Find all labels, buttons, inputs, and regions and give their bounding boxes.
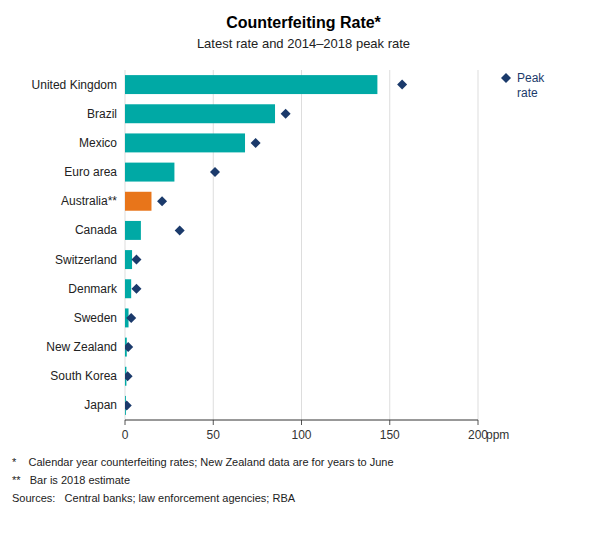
bar xyxy=(125,192,151,211)
legend: Peakrate xyxy=(501,71,545,100)
tick-label: Japan xyxy=(84,398,117,412)
bar xyxy=(125,75,377,94)
footnote: * Calendar year counterfeiting rates; Ne… xyxy=(12,456,394,468)
tick-label: Denmark xyxy=(68,282,118,296)
peak-marker xyxy=(210,167,220,177)
bar xyxy=(125,250,132,269)
peak-marker xyxy=(281,109,291,119)
y-axis: United Kingdom Brazil Mexico Euro area Austr… xyxy=(32,78,118,413)
peak-marker xyxy=(131,255,141,265)
tick-label: New Zealand xyxy=(46,340,117,354)
bar xyxy=(125,279,131,298)
peak-marker xyxy=(131,284,141,294)
tick-label: Mexico xyxy=(79,136,117,150)
grid-line xyxy=(389,70,390,420)
title: Counterfeiting Rate* xyxy=(226,14,381,31)
x-axis-line xyxy=(125,420,478,421)
tick-mark xyxy=(213,420,214,425)
tick-label: South Korea xyxy=(50,369,117,383)
tick-label: Euro area xyxy=(64,165,117,179)
peak-marker xyxy=(175,225,185,235)
tick-label: Canada xyxy=(75,223,117,237)
x-axis: 050100150200 xyxy=(122,70,489,442)
tick-label: 50 xyxy=(207,428,221,442)
tick-label: 0 xyxy=(122,428,129,442)
bar xyxy=(125,163,174,182)
peak-marker xyxy=(125,400,132,410)
tick-label: Australia** xyxy=(61,194,117,208)
tick-mark xyxy=(389,420,390,425)
tick-label: Brazil xyxy=(87,107,117,121)
footnote: ** Bar is 2018 estimate xyxy=(12,474,130,486)
legend-line: Peak xyxy=(517,71,545,85)
tick-label: United Kingdom xyxy=(32,78,117,92)
peak-marker xyxy=(251,138,261,148)
peak-marker xyxy=(126,313,136,323)
tick-mark xyxy=(478,420,479,425)
plot-area xyxy=(125,75,407,415)
bar xyxy=(125,104,275,123)
chart: Counterfeiting Rate* Latest rate and 2014… xyxy=(0,0,607,537)
subtitle: Latest rate and 2014–2018 peak rate xyxy=(197,36,410,51)
peak-marker xyxy=(397,80,407,90)
grid-line xyxy=(301,70,302,420)
peak-marker xyxy=(157,196,167,206)
legend-label: Peakrate xyxy=(517,71,545,100)
bar xyxy=(125,221,141,240)
tick-label: Sweden xyxy=(74,311,117,325)
bar xyxy=(125,133,245,152)
axis-label: ppm xyxy=(486,428,509,442)
tick-mark xyxy=(301,420,302,425)
legend-marker xyxy=(501,73,511,83)
tick-label: Switzerland xyxy=(55,253,117,267)
legend-line: rate xyxy=(517,86,538,100)
grid-line xyxy=(478,70,479,420)
tick-label: 100 xyxy=(291,428,311,442)
footnote: Sources: Central banks; law enforcement … xyxy=(12,492,296,504)
tick-mark xyxy=(125,420,126,425)
peak-marker xyxy=(125,342,133,352)
peak-marker xyxy=(125,371,133,381)
tick-label: 150 xyxy=(380,428,400,442)
